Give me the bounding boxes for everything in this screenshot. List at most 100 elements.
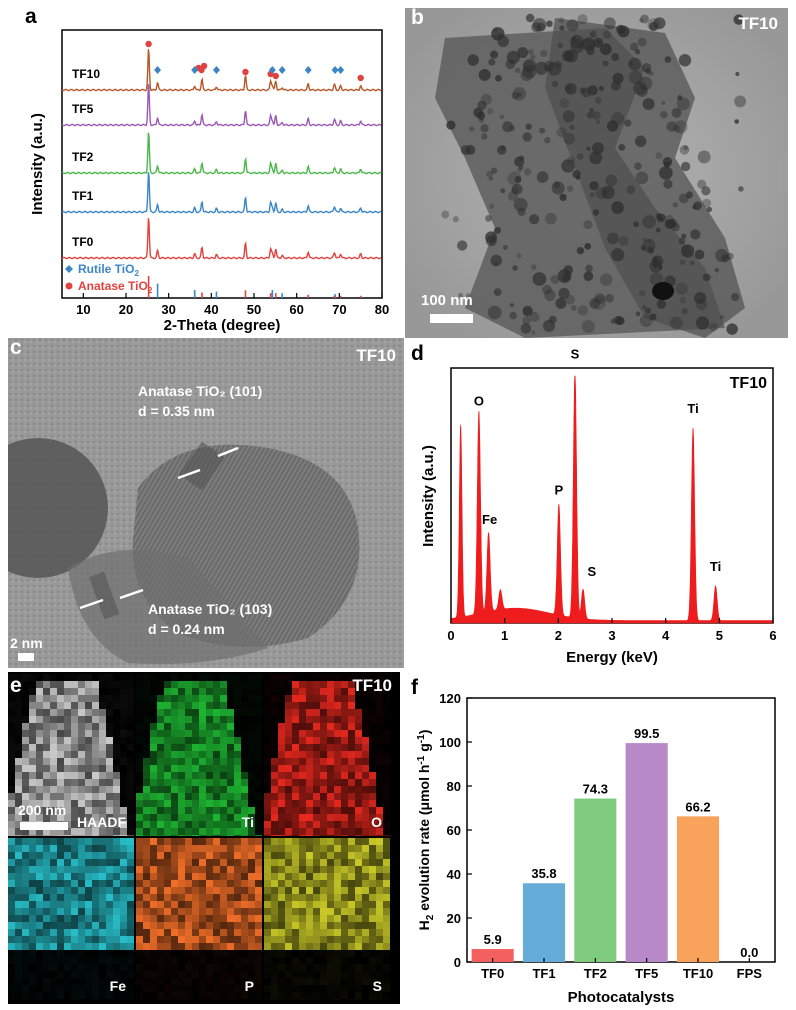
eds-x-tick-label: 2 (555, 628, 562, 643)
eds-x-tick-label: 4 (662, 628, 670, 643)
bar-value-label: 5.9 (484, 932, 502, 947)
bar-axes-frame (466, 697, 776, 963)
bar-category-label: FPS (737, 966, 763, 981)
xrd-y-axis-label: Intensity (a.u.) (29, 113, 46, 215)
xrd-curve-tf5 (61, 84, 382, 127)
panel-label-e: e (10, 674, 22, 697)
eds-sample-label: TF10 (730, 375, 767, 392)
bar-value-label: 35.8 (531, 866, 556, 881)
rutile-marker-icon (154, 66, 162, 74)
mapping-sample-label: TF10 (352, 676, 392, 695)
panel-label-a: a (25, 5, 37, 28)
hrtem-annot-103-d: d = 0.24 nm (148, 621, 225, 637)
bar-y-axis-label-part: 2 (425, 914, 436, 920)
tem-sample-label: TF10 (738, 14, 778, 33)
bar-tf0 (471, 949, 514, 962)
bar-y-ticks: 0 20 40 60 80 100 120 (439, 691, 472, 970)
hrtem-scale-text: 2 nm (10, 635, 43, 651)
bar-y-tick-label: 40 (447, 867, 461, 882)
bar-category-label: TF1 (532, 966, 555, 981)
h2-bar-chart: 0 20 40 60 80 100 120 5.9 TF0 35.8 TF1 74.3 TF2 99.5… (416, 691, 776, 1006)
eds-x-tick-label: 1 (501, 628, 508, 643)
legend-anatase-text: Anatase TiO (78, 279, 148, 293)
mapping-tile-label: Ti (241, 814, 254, 830)
panel-label-b: b (411, 8, 424, 29)
mapping-tile-label: S (372, 978, 382, 994)
legend-rutile-sub: 2 (134, 269, 139, 278)
eds-x-tick-label: 0 (447, 628, 454, 643)
xrd-curve-tf0 (61, 218, 382, 260)
bar-y-axis-label-part: g (416, 743, 432, 755)
panel-a-xrd: a 10 20 30 40 50 60 70 80 TF10 TF5 TF2 TF1 TF0 2-Th… (0, 0, 400, 335)
bar-category-label: TF5 (635, 966, 658, 981)
hrtem-annot-101-d: d = 0.35 nm (138, 403, 215, 419)
legend-anatase: Anatase TiO2 (78, 279, 153, 295)
mapping-tile-image (8, 674, 134, 836)
eds-peak-label: O (474, 394, 484, 409)
anatase-marker-icon (198, 66, 205, 74)
panel-label-f: f (411, 676, 418, 699)
anatase-marker-icon (272, 72, 279, 80)
mapping-tile-image (136, 838, 262, 1000)
rutile-marker-icon (331, 66, 339, 74)
mapping-tile-fe: Fe (8, 838, 134, 1000)
xrd-x-tick-label: 40 (204, 302, 218, 317)
mapping-tile-label: HAADF (77, 814, 126, 830)
legend-rutile-text: Rutile TiO (78, 262, 134, 276)
bar-category-label: TF2 (584, 966, 607, 981)
bar-value-label: 66.2 (685, 799, 710, 814)
mapping-scale-text: 200 nm (18, 802, 67, 818)
mapping-tile-image (264, 674, 390, 836)
mapping-tile-image (264, 838, 390, 1000)
eds-peak-labels: O Fe P S S Ti Ti (474, 347, 721, 579)
xrd-sample-label: TF5 (72, 102, 94, 116)
xrd-x-tick-label: 50 (247, 302, 261, 317)
eds-y-axis-label: Intensity (a.u.) (420, 445, 437, 547)
xrd-reference-lines (147, 276, 362, 298)
mapping-tile-label: P (244, 978, 254, 994)
eds-peak-label: Fe (482, 512, 497, 527)
legend-anatase-sub: 2 (148, 286, 153, 295)
mapping-tile-o: O (264, 674, 390, 836)
anatase-marker-icon (242, 68, 249, 76)
xrd-axes-frame (61, 29, 383, 299)
bar-y-axis-label-part: -1 (416, 755, 427, 764)
hrtem-scale-bar (18, 653, 34, 661)
hrtem-annot-101-plane: Anatase TiO₂ (101) (138, 383, 263, 399)
mapping-tile-label: O (371, 814, 382, 830)
xrd-x-tick-label: 30 (161, 302, 175, 317)
mapping-tile-image (8, 838, 134, 1000)
eds-axes-frame (450, 367, 774, 624)
rutile-marker-icon (268, 66, 276, 74)
xrd-curve-tf1 (61, 172, 382, 214)
eds-peak-label: Ti (710, 559, 721, 574)
eds-x-tick-label: 5 (716, 628, 723, 643)
xrd-curves: TF10 TF5 TF2 TF1 TF0 (61, 49, 382, 260)
xrd-x-tick-label: 80 (375, 302, 389, 317)
hrtem-annot-103-plane: Anatase TiO₂ (103) (148, 601, 273, 617)
hrtem-sample-label: TF10 (356, 346, 396, 365)
bar-y-tick-label: 80 (447, 779, 461, 794)
eds-spectrum (450, 375, 774, 624)
mapping-tile-s: S (264, 838, 390, 1000)
eds-x-tick-label: 6 (769, 628, 776, 643)
panel-label-d: d (411, 342, 424, 365)
panel-d-eds: d 0 1 2 3 4 5 6 O Fe P S S Ti Ti TF10 Energy (keV) I… (405, 338, 795, 670)
bar-category-label: TF0 (481, 966, 504, 981)
eds-chart: 0 1 2 3 4 5 6 O Fe P S S Ti Ti TF10 Energy (keV) Int… (420, 347, 777, 666)
xrd-legend: Rutile TiO2 Anatase TiO2 (65, 262, 153, 295)
bar-category-label: TF10 (683, 966, 713, 981)
bar-tf10 (676, 816, 720, 962)
mapping-tile-haadf: HAADF (8, 674, 134, 836)
bar-tf2 (574, 798, 617, 962)
xrd-x-tick-label: 70 (332, 302, 346, 317)
xrd-sample-label: TF2 (72, 150, 94, 164)
rutile-marker-icon (191, 66, 199, 74)
bar-x-axis-label: Photocatalysts (568, 989, 675, 1006)
mapping-tile-label: Fe (109, 978, 126, 994)
anatase-marker-icon (357, 74, 364, 82)
panel-b-tem: TF10 b 100 nm (405, 8, 788, 338)
eds-x-axis-label: Energy (keV) (566, 649, 658, 666)
anatase-circle-icon (65, 282, 73, 290)
panel-c-hrtem: c TF10 Anatase TiO₂ (101) d = 0.35 nm An… (8, 338, 404, 668)
